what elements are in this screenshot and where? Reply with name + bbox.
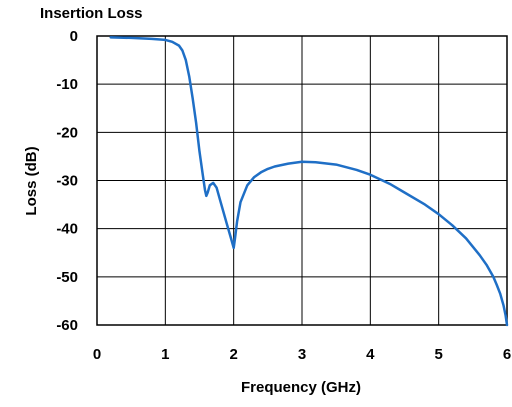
plot-frame-rect	[96, 35, 508, 326]
y-tick-label-2: -20	[56, 124, 78, 141]
y-tick-labels: 0 -10 -20 -30 -40 -50 -60	[56, 28, 78, 334]
x-axis-label: Frequency (GHz)	[241, 379, 361, 396]
y-tick-label-3: -30	[56, 173, 78, 190]
grid	[97, 36, 507, 325]
y-tick-label-5: -50	[56, 269, 78, 286]
series-group	[109, 36, 509, 327]
y-tick-label-0: 0	[70, 28, 78, 45]
y-tick-label-4: -40	[56, 221, 78, 238]
x-tick-label-2: 2	[229, 346, 237, 363]
y-tick-label-6: -60	[56, 317, 78, 334]
x-tick-label-1: 1	[161, 346, 169, 363]
x-tick-label-4: 4	[366, 346, 375, 363]
x-tick-label-6: 6	[503, 346, 511, 363]
y-axis-label: Loss (dB)	[23, 146, 40, 215]
x-tick-labels: 0 1 2 3 4 5 6	[93, 346, 511, 363]
chart-title: Insertion Loss	[40, 5, 143, 22]
x-tick-label-0: 0	[93, 346, 101, 363]
plot-frame	[96, 35, 508, 326]
x-tick-label-3: 3	[298, 346, 306, 363]
series-line-0	[109, 36, 509, 327]
x-tick-label-5: 5	[434, 346, 442, 363]
y-tick-label-1: -10	[56, 76, 78, 93]
